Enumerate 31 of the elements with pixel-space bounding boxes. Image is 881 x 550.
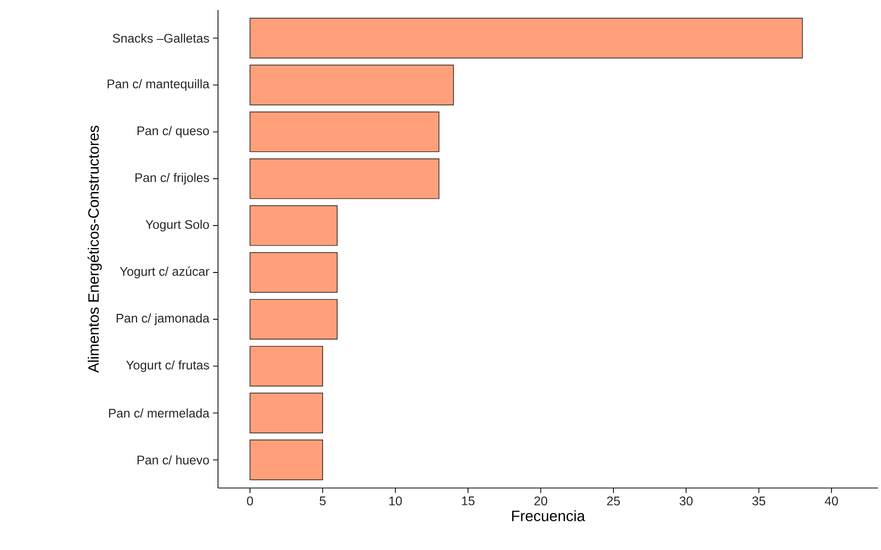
y-tick-label: Pan c/ frijoles	[135, 172, 210, 185]
bar	[250, 64, 454, 106]
y-tick-label: Pan c/ mantequilla	[108, 79, 210, 91]
y-tick-label: Yogurt Solo	[146, 220, 209, 232]
x-axis-title: Frecuencia	[512, 510, 586, 522]
x-tick-label: 40	[824, 496, 838, 506]
bar	[250, 299, 338, 340]
y-tick-label: Pan c/ jamonada	[116, 313, 210, 326]
y-axis-title: Alimentos Energéticos-Constructores	[88, 126, 102, 373]
bar	[250, 112, 440, 152]
bar	[250, 18, 803, 58]
bar	[250, 440, 323, 480]
x-tick-label: 25	[607, 496, 620, 506]
bar	[250, 392, 323, 434]
bar	[250, 205, 338, 246]
y-tick-label: Pan c/ mermelada	[109, 408, 210, 418]
y-tick-label: Pan c/ queso	[138, 126, 209, 138]
y-tick-label: Snacks –Galletas	[112, 34, 210, 43]
x-tick-label: 15	[462, 496, 474, 506]
x-tick-label: 0	[246, 496, 253, 506]
x-tick-label: 10	[389, 496, 402, 506]
x-tick-label: 5	[320, 496, 326, 506]
bar	[250, 346, 323, 386]
x-tick-label: 20	[534, 496, 548, 506]
x-tick-label: 30	[680, 496, 693, 506]
y-tick-label: Yogurt c/ azúcar	[120, 266, 210, 278]
x-tick-label: 35	[752, 496, 766, 506]
bar	[250, 158, 440, 199]
y-tick-label: Pan c/ huevo	[138, 455, 209, 464]
bar	[250, 252, 338, 293]
y-tick-label: Yogurt c/ frutas	[126, 360, 210, 372]
